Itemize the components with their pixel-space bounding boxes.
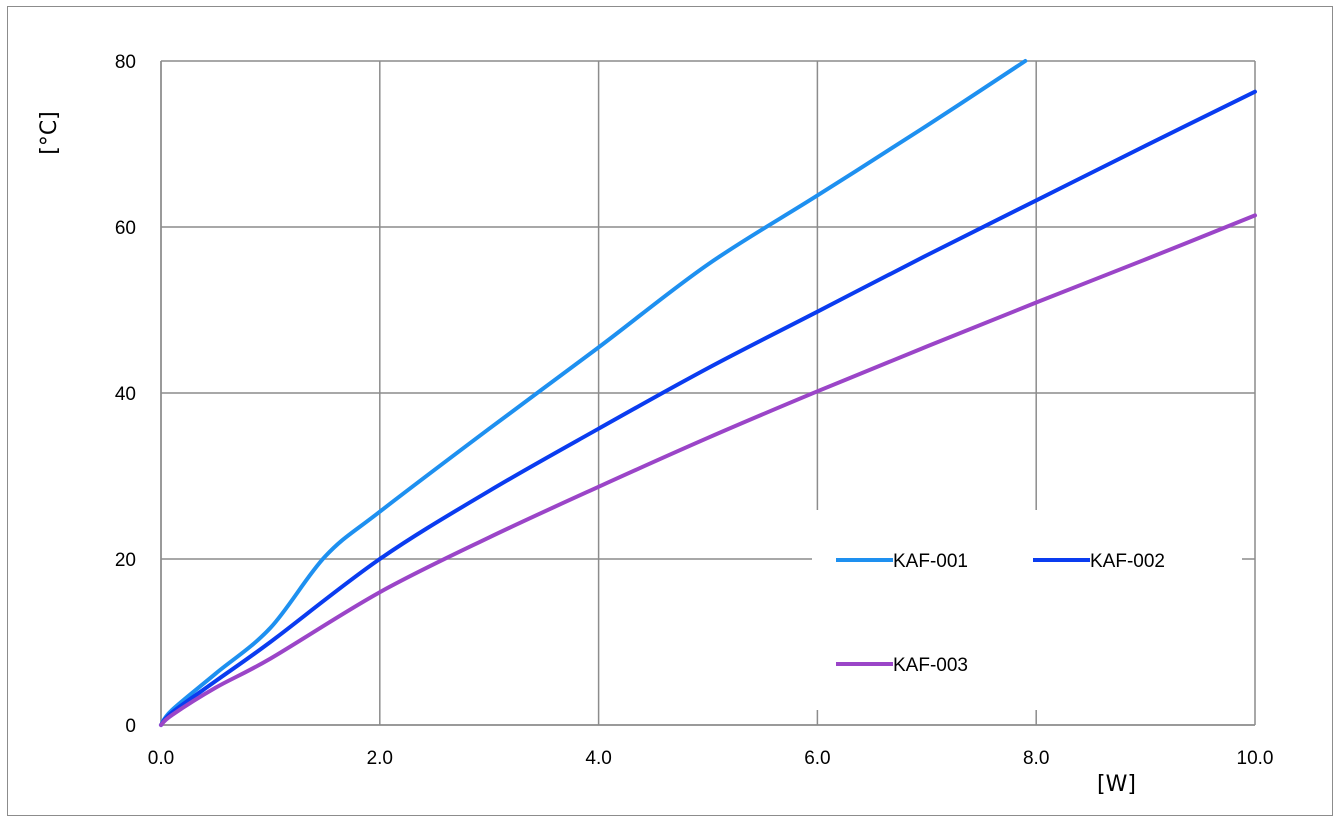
legend-label-kaf-002: KAF-002 (1090, 551, 1165, 572)
x-tick-label-3: 6.0 (804, 748, 830, 769)
y-tick-label-0: 0 (125, 716, 136, 737)
series-line-kaf-003 (159, 213, 1257, 727)
x-axis-title: [W] (1097, 772, 1136, 797)
grid (160, 60, 1256, 726)
legend-label-kaf-001: KAF-001 (893, 551, 968, 572)
y-axis-title: [°C] (37, 111, 62, 155)
x-tick-label-4: 8.0 (1023, 748, 1049, 769)
legend: KAF-001 KAF-002 KAF-003 (836, 551, 1165, 676)
series-line-kaf-001 (159, 59, 1028, 727)
legend-label-kaf-003: KAF-003 (893, 655, 968, 676)
y-tick-label-1: 20 (115, 550, 136, 571)
x-tick-label-0: 0.0 (148, 748, 174, 769)
series-line-kaf-002 (159, 89, 1257, 727)
y-tick-label-4: 80 (115, 52, 136, 73)
x-tick-label-2: 4.0 (585, 748, 611, 769)
y-tick-label-2: 40 (115, 384, 136, 405)
y-tick-label-3: 60 (115, 218, 136, 239)
legend-background (812, 510, 1242, 710)
x-tick-label-1: 2.0 (367, 748, 393, 769)
series-lines (159, 59, 1257, 727)
x-tick-label-5: 10.0 (1237, 748, 1274, 769)
tick-labels: 0 20 40 60 80 0.0 2.0 4.0 6.0 8.0 10.0 (115, 52, 1274, 769)
